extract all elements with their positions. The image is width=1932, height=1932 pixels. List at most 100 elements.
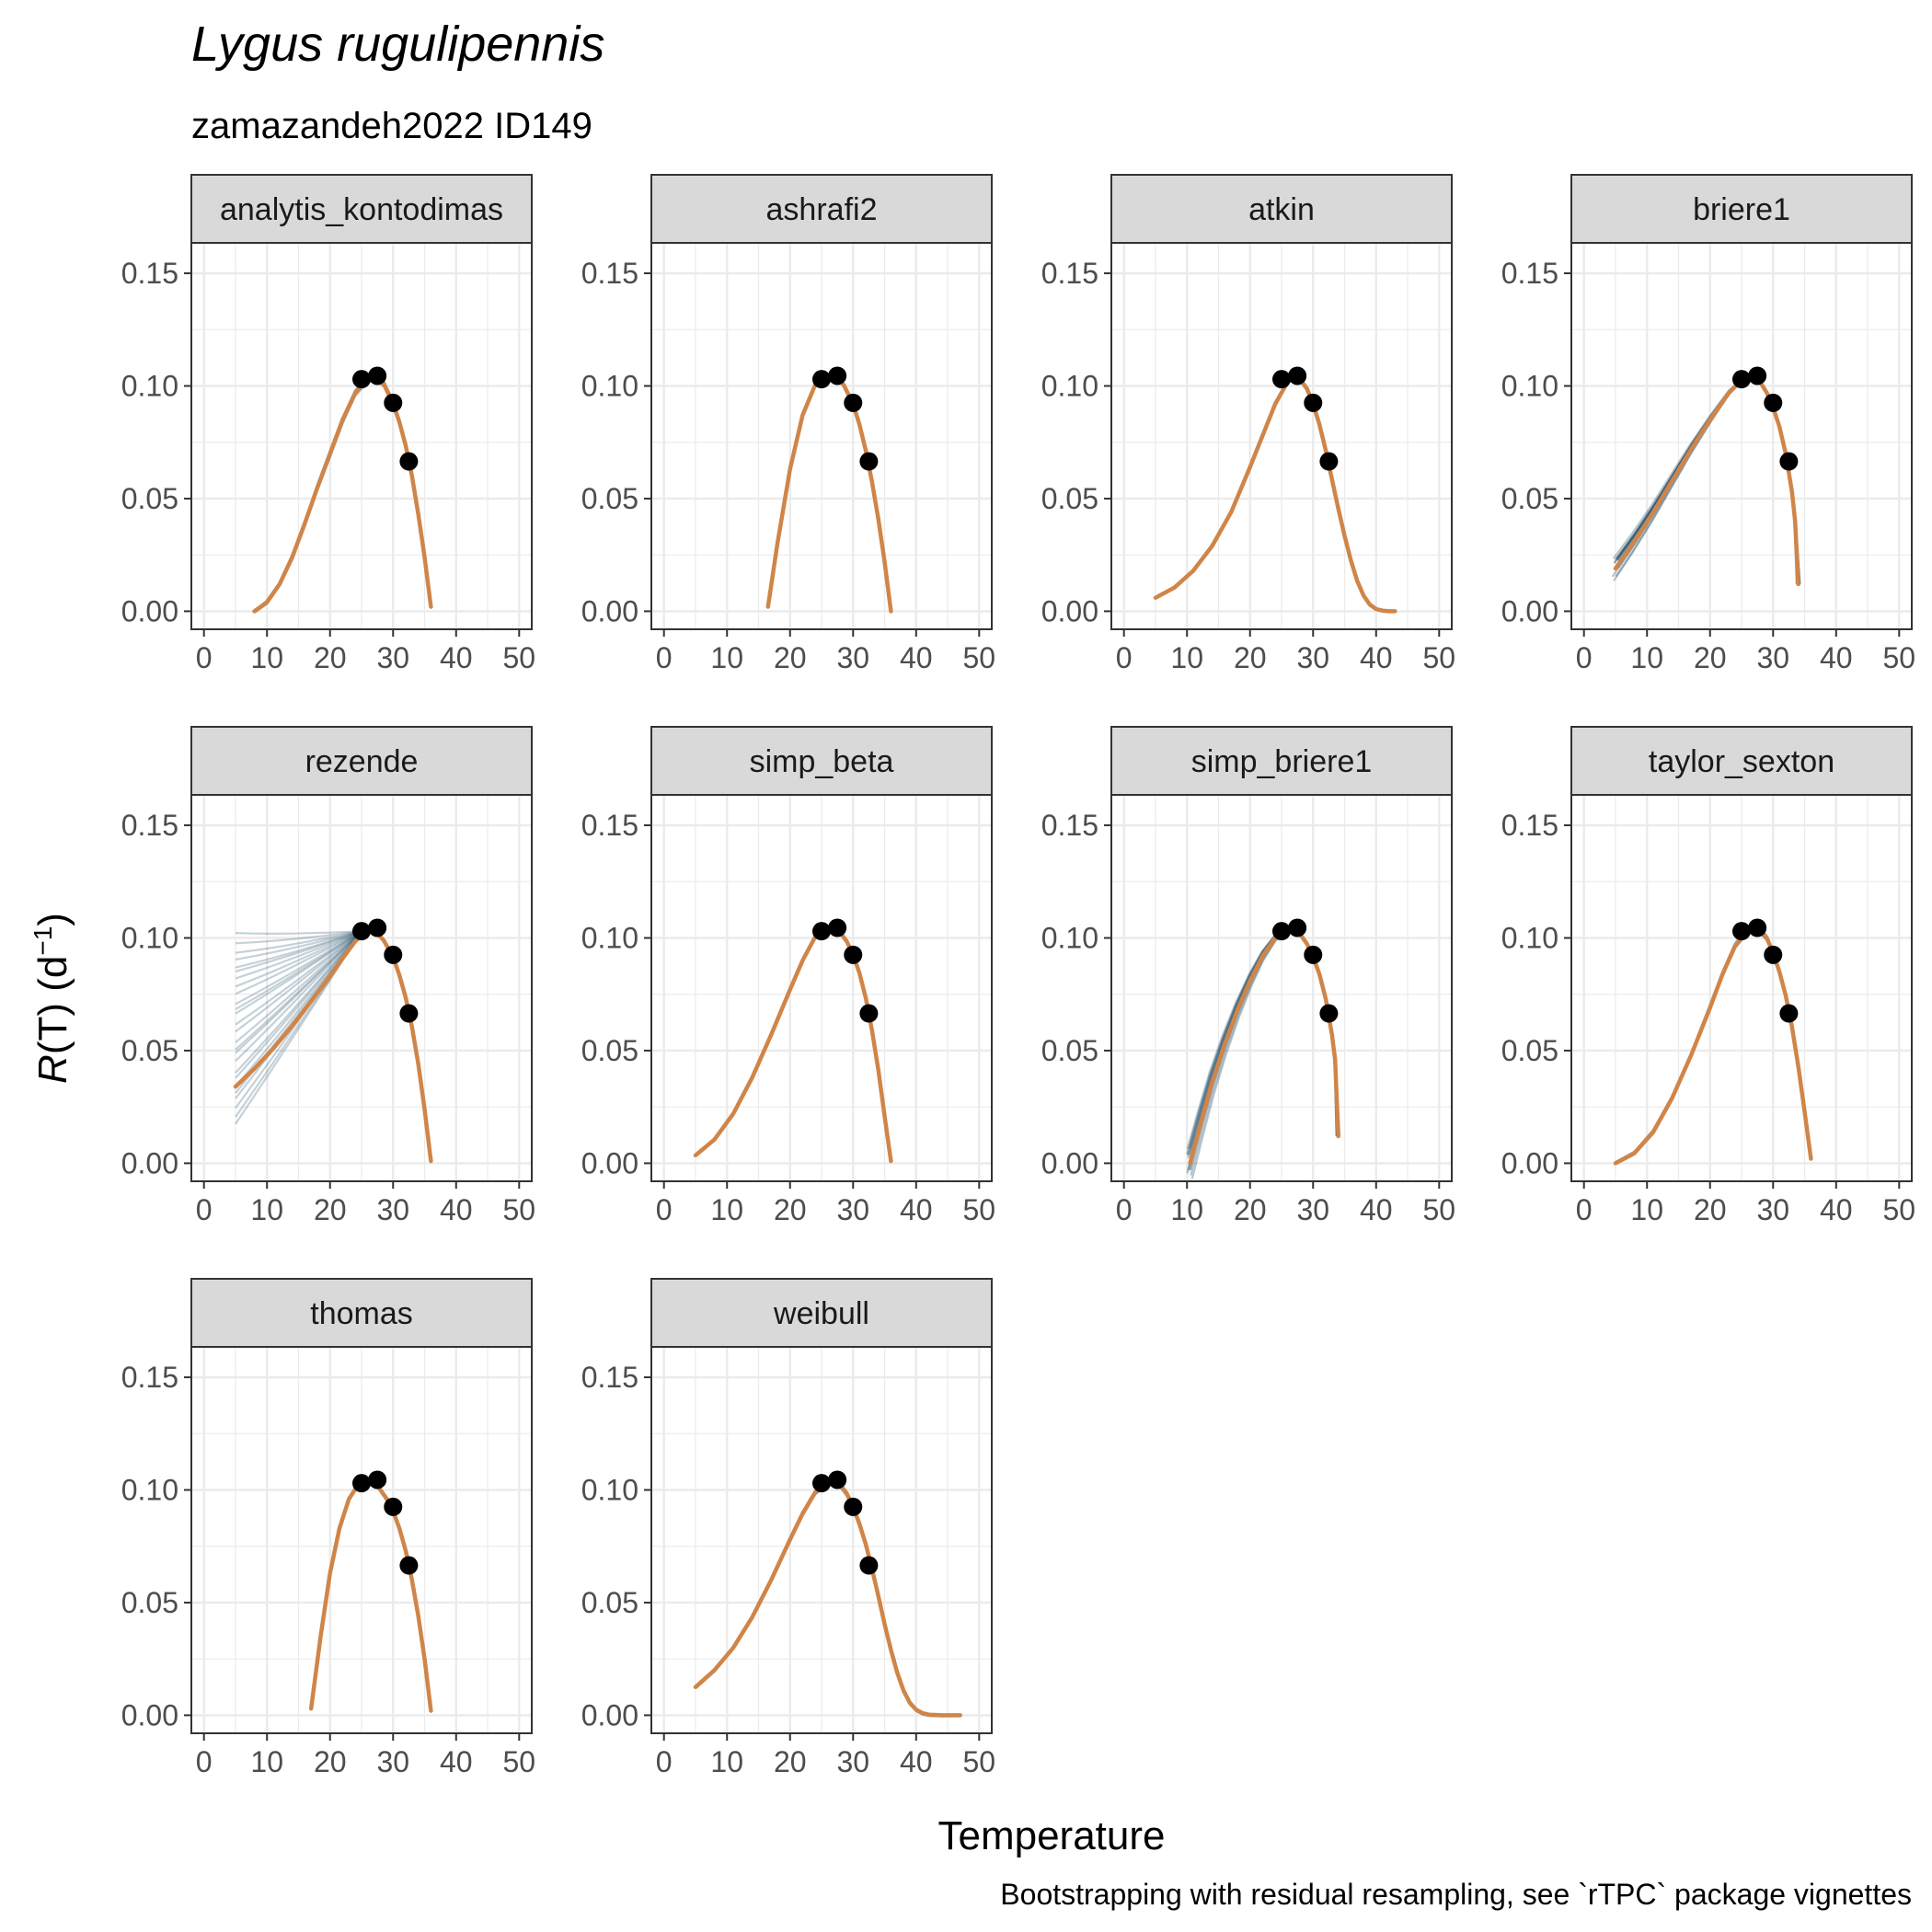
- y-tick-label: 0.15: [1501, 257, 1558, 290]
- data-point: [352, 370, 371, 389]
- panel-border: [190, 794, 533, 1182]
- data-point: [1764, 945, 1783, 964]
- y-tick-label: 0.00: [581, 1698, 638, 1731]
- data-point: [859, 1556, 879, 1575]
- chart-title: Lygus rugulipennis: [191, 17, 604, 72]
- x-tick-label: 10: [250, 1745, 283, 1778]
- y-tick-label: 0.05: [581, 1034, 638, 1067]
- facet-panel: briere1 0.00 0.05 0.10 0.15 0 10 20 30 40 50: [1501, 174, 1915, 674]
- data-point: [844, 1497, 863, 1516]
- facet-strip: [650, 726, 993, 796]
- y-tick-label: 0.10: [1501, 922, 1558, 955]
- x-tick-label: 40: [440, 641, 473, 674]
- x-tick-label: 10: [1170, 1193, 1203, 1226]
- facet-panels: analytis_kontodimas 0.00 0.05 0.10 0.15 0 10 20…: [121, 174, 1915, 1778]
- y-tick-label: 0.10: [581, 1474, 638, 1507]
- facet-strip-label: taylor_sexton: [1649, 744, 1834, 779]
- x-tick-label: 50: [1422, 1193, 1455, 1226]
- data-point: [859, 452, 879, 471]
- data-point: [1732, 922, 1751, 941]
- panel-border: [190, 1346, 533, 1734]
- data-point: [1319, 1004, 1339, 1023]
- facet-strip: [190, 1278, 533, 1348]
- x-tick-label: 40: [1360, 641, 1393, 674]
- x-tick-label: 0: [1576, 1193, 1593, 1226]
- data-point: [368, 1470, 387, 1489]
- x-tick-label: 0: [656, 1745, 673, 1778]
- fit-line: [693, 1478, 962, 1718]
- panel-border: [650, 794, 993, 1182]
- y-tick-label: 0.10: [581, 370, 638, 403]
- x-tick-label: 40: [1360, 1193, 1393, 1226]
- y-tick-label: 0.10: [581, 922, 638, 955]
- panel-grid: [1571, 243, 1912, 629]
- x-tick-label: 50: [1882, 1193, 1915, 1226]
- panel-grid: [1111, 795, 1452, 1181]
- panel-border: [1110, 794, 1453, 1182]
- data-point: [812, 922, 831, 941]
- data-point: [1288, 918, 1307, 937]
- x-tick-label: 30: [376, 1745, 409, 1778]
- y-tick-label: 0.00: [1041, 1146, 1098, 1179]
- x-tick-label: 30: [1296, 1193, 1329, 1226]
- data-point: [399, 1004, 419, 1023]
- x-axis-label: Temperature: [937, 1813, 1165, 1858]
- x-tick-label: 20: [774, 1745, 807, 1778]
- chart-caption: Bootstrapping with residual resampling, …: [1000, 1878, 1912, 1911]
- panel-grid: [651, 243, 992, 629]
- y-tick-label: 0.10: [121, 1474, 178, 1507]
- x-tick-label: 30: [376, 641, 409, 674]
- fit-line: [308, 1478, 433, 1713]
- x-tick-label: 0: [196, 1745, 213, 1778]
- x-tick-label: 20: [774, 1193, 807, 1226]
- facet-strip: [1110, 726, 1453, 796]
- data-point: [368, 918, 387, 937]
- x-tick-label: 40: [1820, 1193, 1853, 1226]
- x-tick-label: 0: [1116, 1193, 1133, 1226]
- facet-strip: [650, 1278, 993, 1348]
- y-tick-label: 0.00: [581, 594, 638, 627]
- data-point: [828, 366, 847, 385]
- x-tick-label: 10: [250, 1193, 283, 1226]
- x-tick-label: 40: [440, 1745, 473, 1778]
- x-tick-label: 10: [1170, 641, 1203, 674]
- data-point: [828, 918, 847, 937]
- y-tick-label: 0.00: [121, 594, 178, 627]
- data-point: [812, 1474, 831, 1493]
- x-tick-label: 10: [1630, 641, 1663, 674]
- data-point: [844, 393, 863, 412]
- facet-strip-label: weibull: [773, 1296, 869, 1331]
- y-tick-label: 0.05: [1041, 482, 1098, 515]
- x-tick-label: 10: [710, 641, 743, 674]
- chart-subtitle: zamazandeh2022 ID149: [191, 106, 592, 146]
- facet-strip-label: thomas: [310, 1296, 413, 1331]
- x-tick-label: 10: [250, 641, 283, 674]
- data-point: [399, 452, 419, 471]
- facet-strip-label: atkin: [1248, 192, 1315, 227]
- x-tick-label: 20: [1234, 1193, 1267, 1226]
- y-tick-label: 0.15: [581, 809, 638, 842]
- y-tick-label: 0.00: [121, 1146, 178, 1179]
- panel-border: [190, 242, 533, 630]
- data-point: [1288, 366, 1307, 385]
- facet-strip-label: simp_briere1: [1191, 744, 1373, 779]
- panel-grid: [651, 795, 992, 1181]
- data-point: [828, 1470, 847, 1489]
- data-point: [812, 370, 831, 389]
- y-axis-label-rest: (T) (d: [30, 956, 75, 1055]
- y-tick-label: 0.10: [121, 922, 178, 955]
- facet-panel: weibull 0.00 0.05 0.10 0.15 0 10 20 30 40 50: [581, 1278, 995, 1778]
- facet-strip: [190, 174, 533, 244]
- facet-panel: simp_briere1 0.00 0.05 0.10 0.15 0 10 20 30 40 50: [1041, 726, 1455, 1226]
- y-tick-label: 0.10: [1501, 370, 1558, 403]
- y-tick-label: 0.10: [121, 370, 178, 403]
- y-tick-label: 0.15: [121, 809, 178, 842]
- data-point: [1779, 452, 1799, 471]
- y-tick-label: 0.00: [121, 1698, 178, 1731]
- x-tick-label: 40: [900, 1193, 933, 1226]
- facet-panel: analytis_kontodimas 0.00 0.05 0.10 0.15 0 10 20…: [121, 174, 535, 674]
- facet-panel: ashrafi2 0.00 0.05 0.10 0.15 0 10 20 30 40 50: [581, 174, 995, 674]
- y-tick-label: 0.05: [1501, 482, 1558, 515]
- y-tick-label: 0.00: [581, 1146, 638, 1179]
- x-tick-label: 0: [196, 1193, 213, 1226]
